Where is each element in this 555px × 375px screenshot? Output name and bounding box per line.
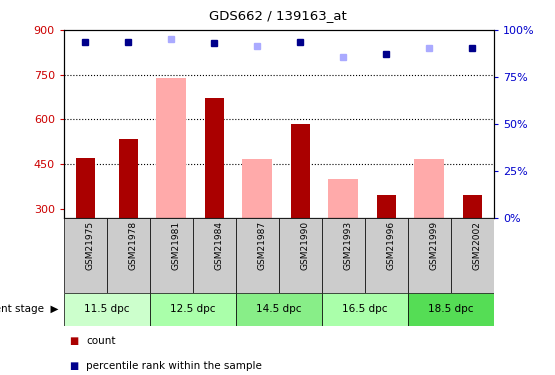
Bar — [365, 217, 408, 292]
Bar — [329, 179, 359, 218]
Text: GSM21984: GSM21984 — [214, 221, 223, 270]
Bar — [64, 292, 150, 326]
Text: GSM21978: GSM21978 — [128, 221, 137, 270]
Bar — [322, 217, 365, 292]
Bar — [408, 292, 494, 326]
Text: GDS662 / 139163_at: GDS662 / 139163_at — [209, 9, 346, 22]
Text: ■: ■ — [69, 336, 79, 346]
Text: GSM21975: GSM21975 — [85, 221, 94, 270]
Bar — [119, 139, 138, 218]
Bar — [243, 159, 273, 218]
Bar — [322, 292, 408, 326]
Bar — [291, 124, 310, 218]
Text: 12.5 dpc: 12.5 dpc — [170, 304, 215, 314]
Bar — [451, 217, 494, 292]
Bar — [107, 217, 150, 292]
Bar — [236, 217, 279, 292]
Text: 16.5 dpc: 16.5 dpc — [342, 304, 387, 314]
Text: GSM21990: GSM21990 — [300, 221, 309, 270]
Bar — [279, 217, 322, 292]
Bar — [157, 78, 186, 218]
Bar — [236, 292, 322, 326]
Text: GSM21981: GSM21981 — [171, 221, 180, 270]
Bar — [463, 195, 482, 217]
Bar — [75, 158, 95, 218]
Bar — [193, 217, 236, 292]
Text: GSM21993: GSM21993 — [344, 221, 352, 270]
Bar — [408, 217, 451, 292]
Bar — [377, 195, 396, 217]
Text: 11.5 dpc: 11.5 dpc — [84, 304, 129, 314]
Bar — [64, 217, 107, 292]
Text: 14.5 dpc: 14.5 dpc — [256, 304, 301, 314]
Text: ■: ■ — [69, 361, 79, 370]
Text: development stage  ▶: development stage ▶ — [0, 304, 58, 314]
Text: GSM21996: GSM21996 — [386, 221, 395, 270]
Bar — [205, 99, 224, 218]
Bar — [415, 159, 445, 218]
Text: GSM21987: GSM21987 — [258, 221, 266, 270]
Text: percentile rank within the sample: percentile rank within the sample — [86, 361, 262, 370]
Text: GSM21999: GSM21999 — [430, 221, 438, 270]
Text: count: count — [86, 336, 115, 346]
Text: GSM22002: GSM22002 — [472, 221, 481, 270]
Bar — [150, 217, 193, 292]
Text: 18.5 dpc: 18.5 dpc — [428, 304, 473, 314]
Bar — [150, 292, 236, 326]
